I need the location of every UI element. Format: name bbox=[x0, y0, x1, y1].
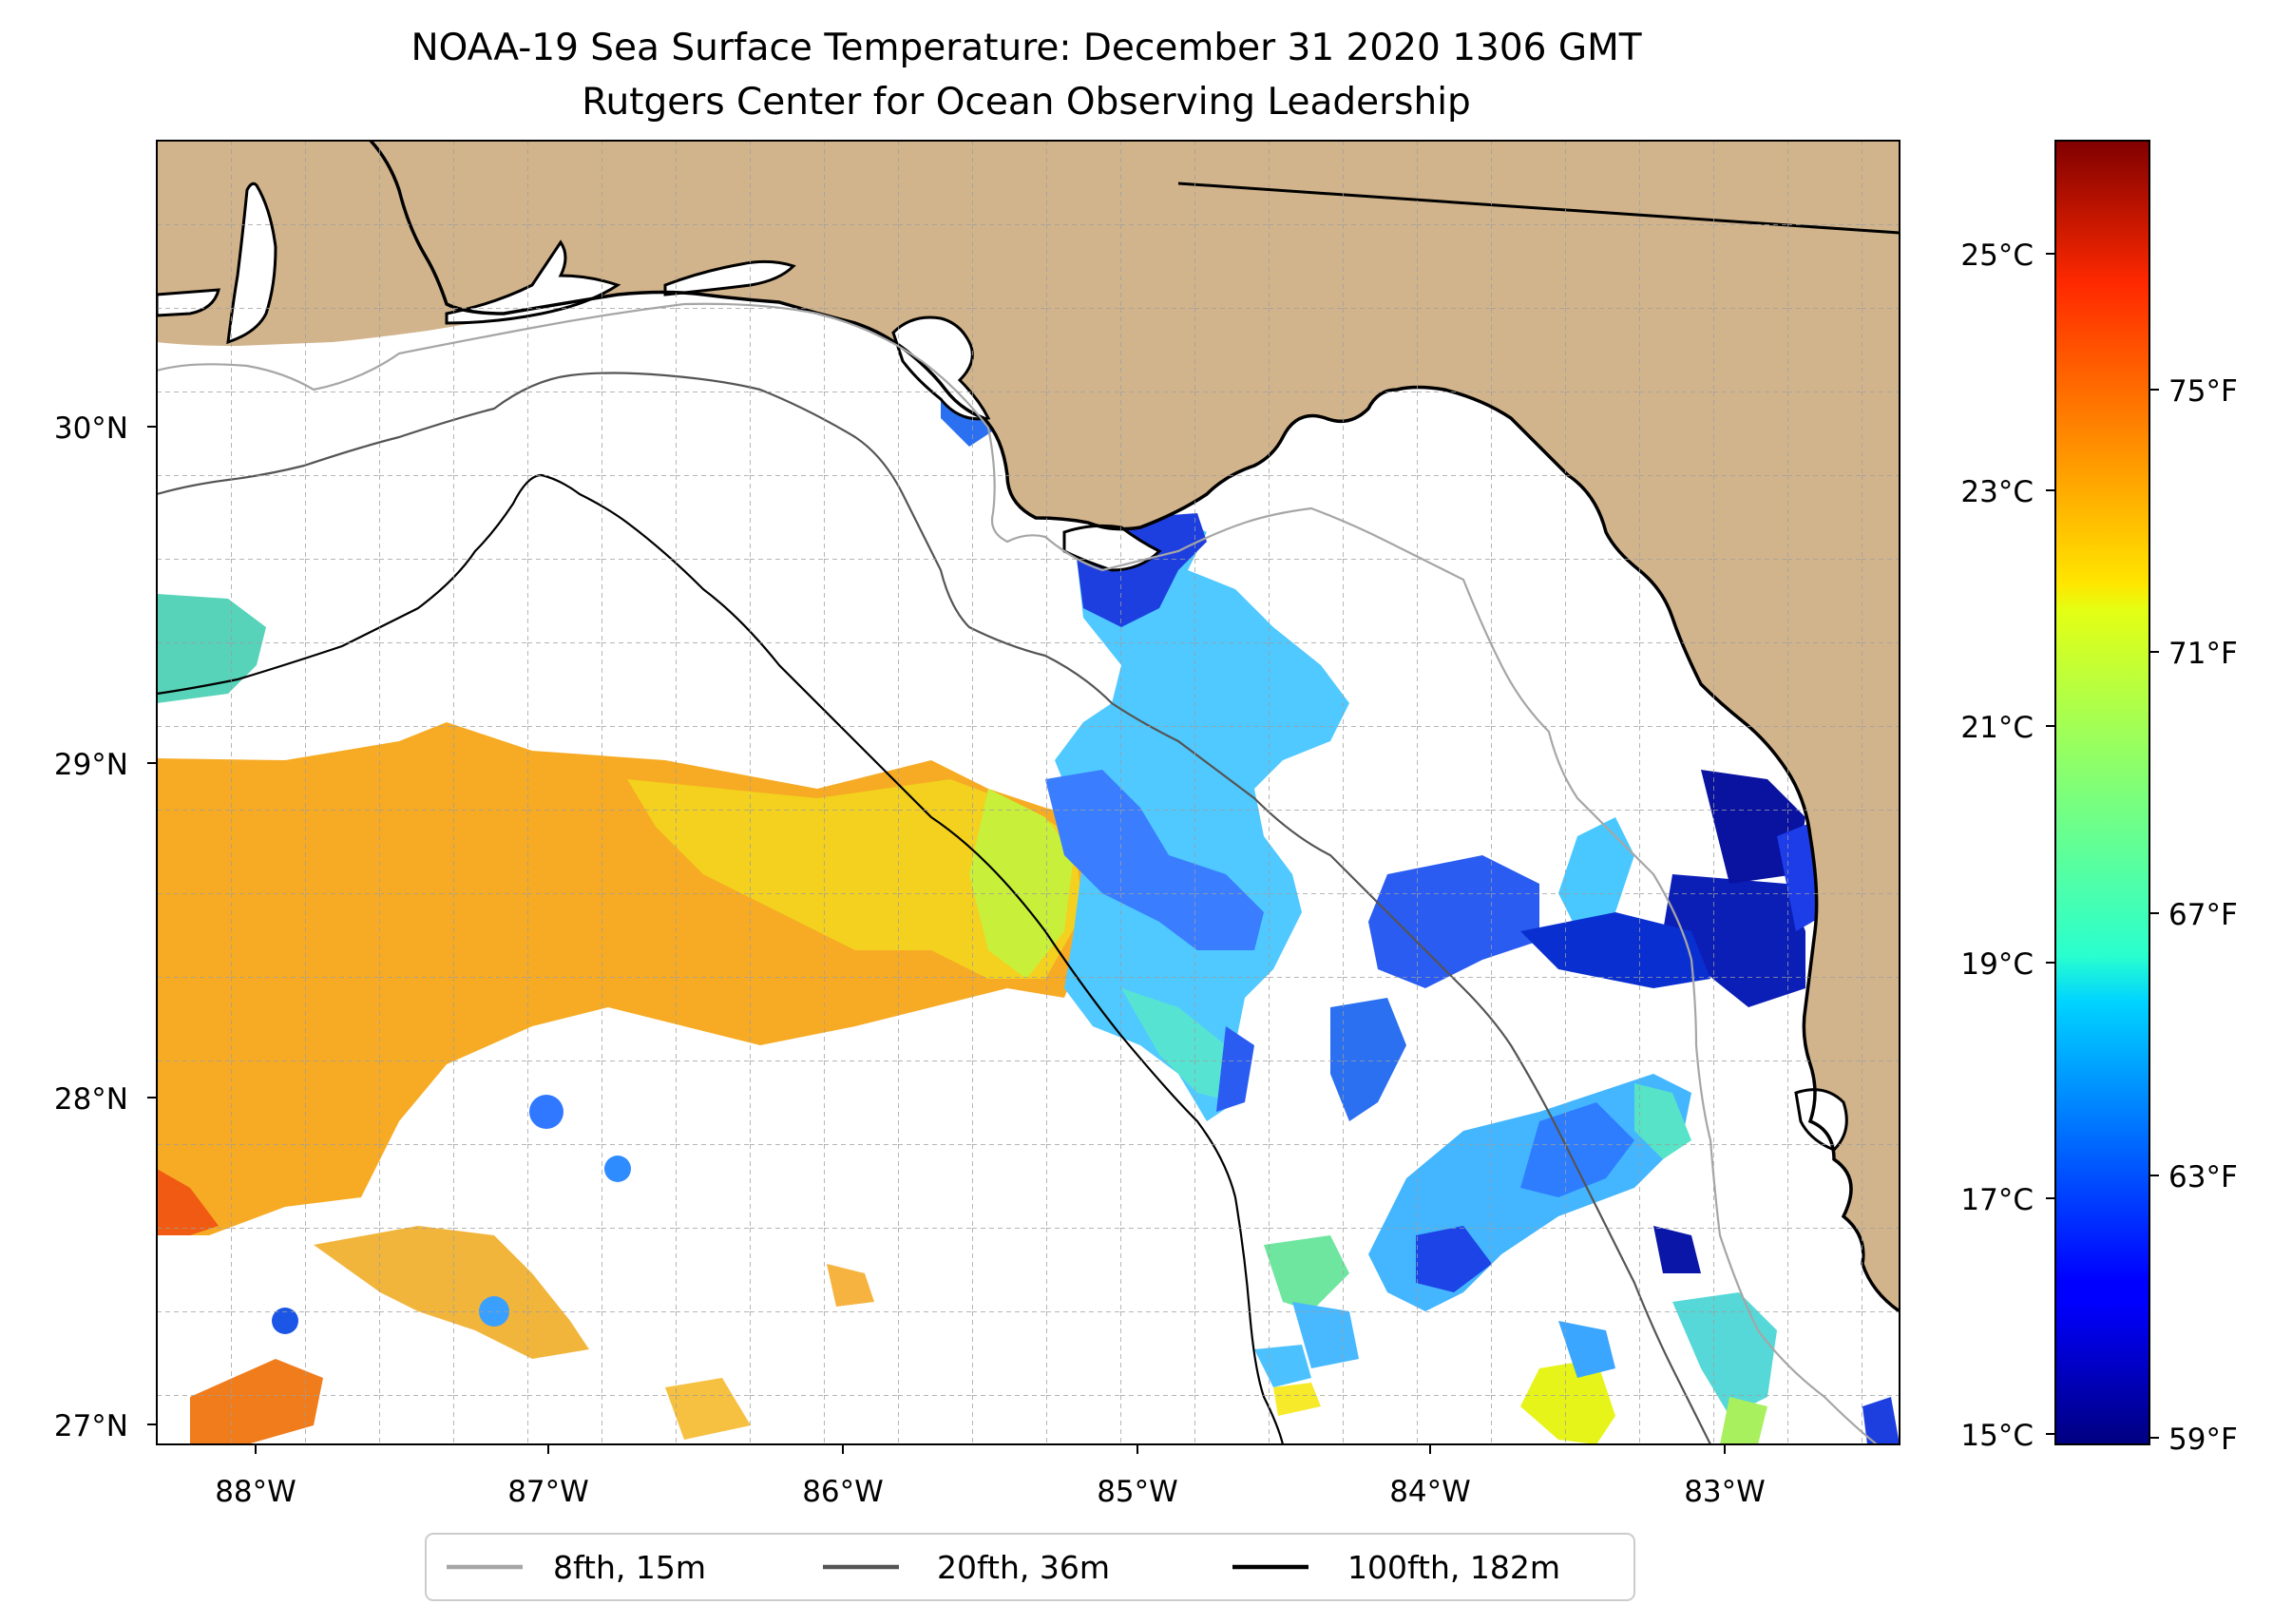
legend-label-8fth: 8fth, 15m bbox=[553, 1549, 706, 1586]
colorbar-c-tick-15: 15°C bbox=[1960, 1419, 2034, 1453]
title-line2: Rutgers Center for Ocean Observing Leade… bbox=[582, 81, 1471, 124]
lat-tick-29n: 29°N bbox=[54, 748, 128, 782]
colorbar-c-tick-19: 19°C bbox=[1960, 947, 2034, 982]
colorbar-f-tick-75: 75°F bbox=[2168, 374, 2238, 409]
colorbar: 25°C 23°C 21°C 19°C 17°C 15°C 75°F 71°F … bbox=[1960, 140, 2238, 1457]
legend-label-20fth: 20fth, 36m bbox=[937, 1549, 1110, 1586]
contour-legend: 8fth, 15m 20fth, 36m 100fth, 182m bbox=[425, 1533, 1635, 1601]
colorbar-c-tick-17: 17°C bbox=[1960, 1183, 2034, 1217]
lon-tick-85w: 85°W bbox=[1097, 1475, 1178, 1509]
lat-tick-27n: 27°N bbox=[54, 1409, 128, 1443]
colorbar-c-tick-23: 23°C bbox=[1960, 475, 2034, 509]
axis-ticks bbox=[147, 426, 1726, 1454]
colorbar-f-tick-67: 67°F bbox=[2168, 898, 2238, 932]
colorbar-f-tick-71: 71°F bbox=[2168, 637, 2238, 671]
lat-tick-30n: 30°N bbox=[54, 411, 128, 446]
lon-tick-88w: 88°W bbox=[215, 1475, 296, 1509]
lat-tick-28n: 28°N bbox=[54, 1082, 128, 1117]
colorbar-f-tick-59: 59°F bbox=[2168, 1423, 2238, 1457]
colorbar-c-tick-21: 21°C bbox=[1960, 711, 2034, 745]
lon-tick-86w: 86°W bbox=[802, 1475, 884, 1509]
colorbar-f-tick-63: 63°F bbox=[2168, 1160, 2238, 1194]
map-gridlines bbox=[157, 141, 1900, 1444]
legend-label-100fth: 100fth, 182m bbox=[1347, 1549, 1560, 1586]
lon-tick-84w: 84°W bbox=[1389, 1475, 1471, 1509]
colorbar-gradient bbox=[2054, 140, 2150, 1445]
colorbar-c-tick-25: 25°C bbox=[1960, 239, 2034, 273]
lon-tick-87w: 87°W bbox=[507, 1475, 589, 1509]
map-frame bbox=[156, 140, 1900, 1445]
sst-map bbox=[157, 141, 1900, 1444]
title-line1: NOAA-19 Sea Surface Temperature: Decembe… bbox=[411, 27, 1641, 69]
lon-tick-83w: 83°W bbox=[1684, 1475, 1766, 1509]
